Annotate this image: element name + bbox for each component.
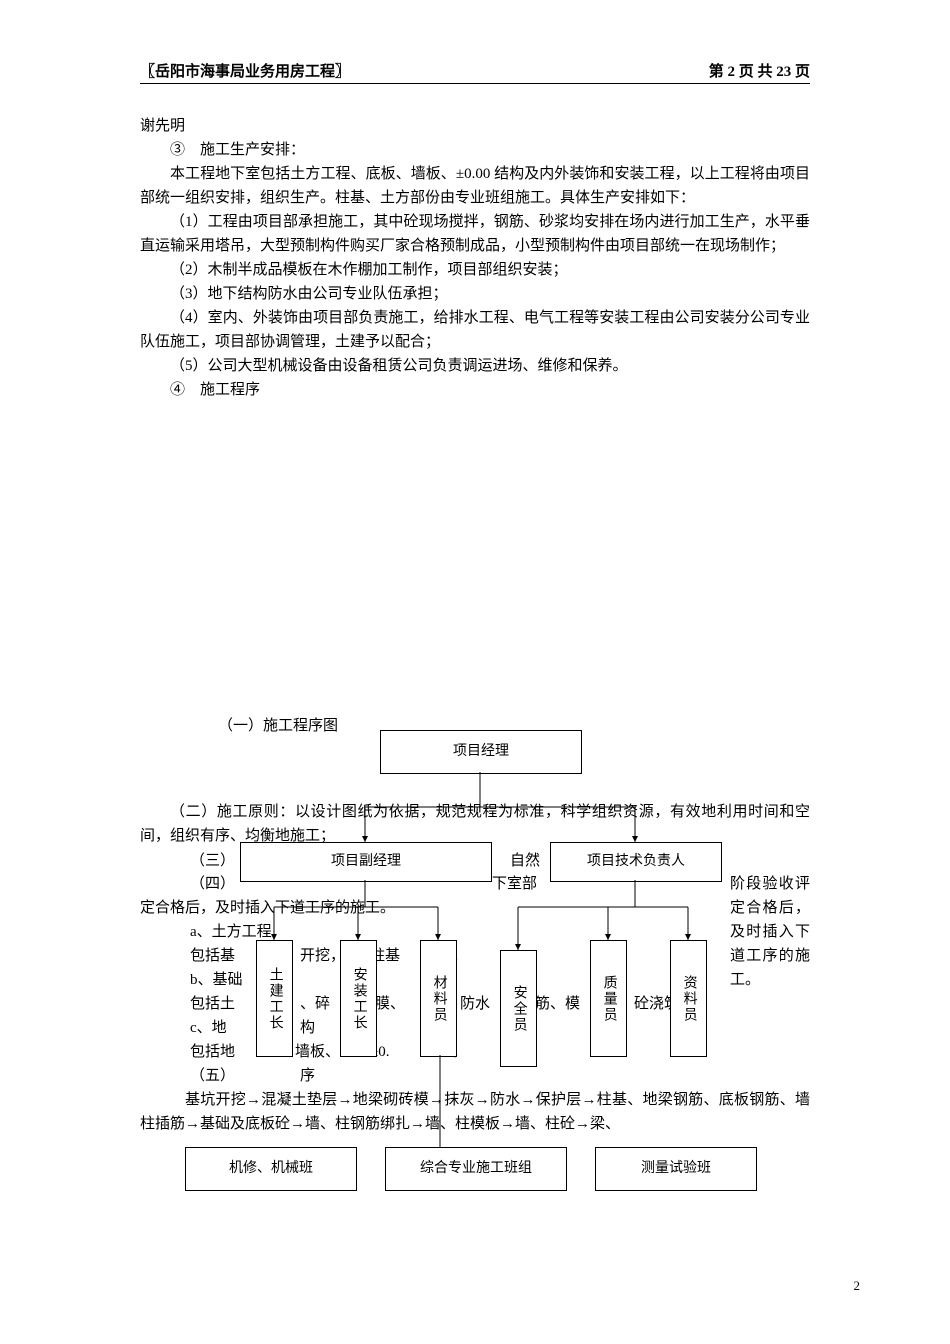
p2: ③ 施工生产安排： [140,138,810,162]
node-b3: 测量试验班 [595,1147,757,1191]
node-c2: 安装工长 [340,940,377,1057]
p19a: 包括地 [190,1040,235,1064]
header-page: 第 2 页 共 23 页 [709,60,810,81]
p15b: 开挖， [300,944,345,968]
c6-label: 资料员 [679,975,697,1023]
node-vpm-label: 项目副经理 [331,853,401,871]
p9: ④ 施工程序 [140,378,810,402]
p20b: 序 [300,1064,315,1088]
p20: （五） [190,1064,235,1088]
p3: 本工程地下室包括土方工程、底板、墙板、±0.00 结构及内外装饰和安装工程，以上… [140,162,810,210]
b3-label: 测量试验班 [641,1160,711,1178]
c4-label: 安全员 [509,985,527,1033]
p4: （1）工程由项目部承担施工，其中砼现场搅拌，钢筋、砂浆均安排在场内进行加工生产，… [140,210,810,258]
p11: （二）施工原则：以设计图纸为依据，规范规程为标准，科学组织资源，有效地利用时间和… [140,800,810,848]
node-c5: 质量员 [590,940,627,1057]
p6: （3）地下结构防水由公司专业队伍承担； [140,282,810,306]
p5: （2）木制半成品模板在木作棚加工制作，项目部组织安装； [140,258,810,282]
c2-label: 安装工长 [349,967,367,1031]
p17c: 膜、 [375,992,405,1016]
p13c-wrap: 定合格后，及时插入下道工序的施工。 [140,896,810,920]
p12b: 自然 [510,849,540,873]
p18: c、地 [190,1016,227,1040]
node-b1: 机修、机械班 [185,1147,357,1191]
p19b: 墙板、 [295,1040,340,1064]
p16: b、基础 [190,968,243,992]
p8: （5）公司大型机械设备由设备租赁公司负责调运进场、维修和保养。 [140,354,810,378]
p10: （一）施工程序图 [218,714,338,738]
node-c4: 安全员 [500,950,537,1067]
node-tech-label: 项目技术负责人 [587,853,685,871]
p7: （4）室内、外装饰由项目部负责施工，给排水工程、电气工程等安装工程由公司安装分公… [140,306,810,354]
b2-label: 综合专业施工班组 [420,1160,532,1178]
b1-label: 机修、机械班 [229,1160,313,1178]
node-c1: 土建工长 [256,940,293,1057]
node-pm-label: 项目经理 [453,743,509,761]
author-name: 谢先明 [140,114,810,138]
footer-page-number: 2 [854,1278,861,1294]
p12a: （三） [190,849,235,873]
document-page: 〖岳阳市海事局业务用房工程〗 第 2 页 共 23 页 谢先明 ③ 施工生产安排… [0,0,950,1344]
node-c6: 资料员 [670,940,707,1057]
node-pm: 项目经理 [380,730,582,774]
p21: 基坑开挖→混凝土垫层→地梁砌砖模→抹灰→防水→保护层→柱基、地梁钢筋、底板钢筋、… [140,1088,810,1136]
p17a: 包括土 [190,992,235,1016]
header-title: 〖岳阳市海事局业务用房工程〗 [140,60,350,81]
p17e: 筋、模 [535,992,580,1016]
c5-label: 质量员 [599,975,617,1023]
c3-label: 材料员 [429,975,447,1023]
node-b2: 综合专业施工班组 [385,1147,567,1191]
p17b: 、碎 [300,992,330,1016]
c1-label: 土建工长 [265,967,283,1031]
node-c3: 材料员 [420,940,457,1057]
p17d: 防水 [460,992,490,1016]
p15a: 包括基 [190,944,235,968]
node-vpm: 项目副经理 [240,842,492,882]
p18b: 构 [300,1016,315,1040]
page-header: 〖岳阳市海事局业务用房工程〗 第 2 页 共 23 页 [140,60,810,84]
node-tech: 项目技术负责人 [550,842,722,882]
